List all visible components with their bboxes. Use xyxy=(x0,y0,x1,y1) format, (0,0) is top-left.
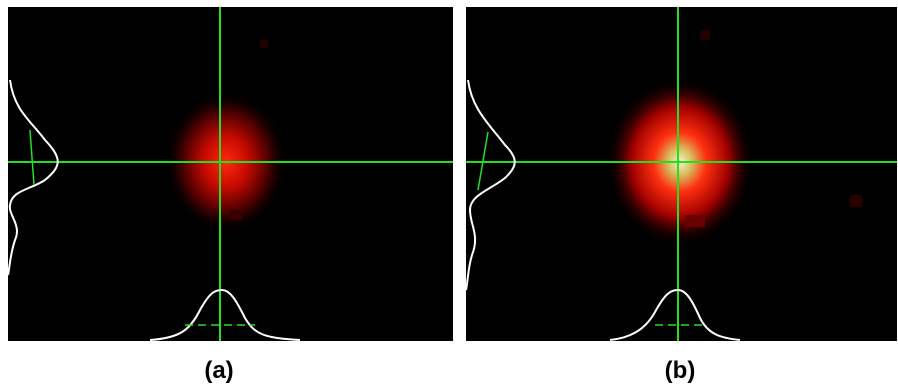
panel-a xyxy=(8,7,453,341)
figure: (a) (b) xyxy=(0,0,898,391)
speckle xyxy=(700,30,710,40)
panel-label: (a) xyxy=(204,357,233,384)
panel-b xyxy=(466,7,897,341)
speckle xyxy=(230,210,242,220)
speckle xyxy=(260,40,268,48)
speckle xyxy=(685,215,705,227)
speckle xyxy=(850,195,862,207)
panel-label: (b) xyxy=(665,357,696,384)
